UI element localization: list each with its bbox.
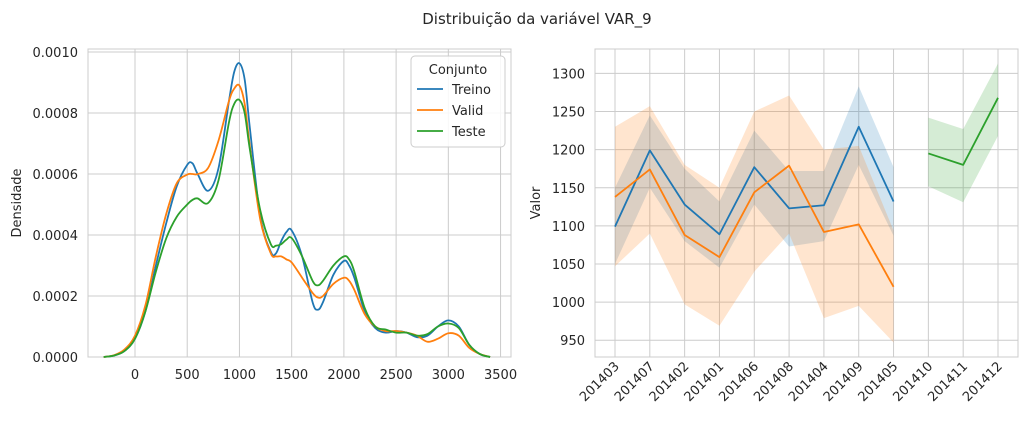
kde-gridlines xyxy=(88,49,511,358)
valor-band-valid xyxy=(615,95,894,343)
valor-y-tick-label: 1000 xyxy=(552,296,585,311)
legend-entry-treino: Treino xyxy=(417,83,491,98)
valor-y-tick-label: 1200 xyxy=(552,144,585,159)
valor-line-treino xyxy=(614,125,895,236)
kde-y-tick-label: 0.0010 xyxy=(33,46,79,61)
valor-y-tick-label: 1100 xyxy=(552,220,585,235)
valor-series-lines xyxy=(614,97,999,288)
kde-y-tick-label: 0.0006 xyxy=(33,168,79,183)
kde-x-tick-label: 2500 xyxy=(380,368,413,383)
valor-band-teste xyxy=(928,63,998,203)
kde-x-tick-label: 0 xyxy=(131,368,139,383)
kde-x-tick-label: 3500 xyxy=(484,368,517,383)
legend-entry-teste: Teste xyxy=(417,125,486,140)
kde-y-tick-labels: 0.0000 0.0002 0.0004 0.0006 0.0008 0.0010 xyxy=(33,46,79,366)
valor-y-tick-label: 950 xyxy=(560,334,585,349)
legend-label-treino: Treino xyxy=(451,83,491,98)
valor-y-tick-label: 1050 xyxy=(552,258,585,273)
kde-x-tick-label: 1500 xyxy=(275,368,308,383)
kde-chart: 0 500 1000 1500 2000 2500 3000 3500 0.00000.000… xyxy=(10,46,517,383)
valor-y-tick-labels: 950 1000 1050 1100 1150 1200 1250 1300 xyxy=(552,67,585,349)
kde-line-treino xyxy=(103,62,491,358)
valor-gridlines xyxy=(595,49,1018,357)
kde-line-teste xyxy=(103,98,491,358)
kde-y-tick-label: 0.0008 xyxy=(33,107,79,122)
kde-x-tick-label: 1000 xyxy=(223,368,256,383)
kde-y-tick-label: 0.0002 xyxy=(33,290,79,305)
kde-y-tick-label: 0.0000 xyxy=(33,351,79,366)
kde-y-tick-label: 0.0004 xyxy=(33,229,79,244)
kde-x-tick-label: 500 xyxy=(175,368,200,383)
valor-y-tick-label: 1300 xyxy=(552,67,585,82)
valor-line-teste xyxy=(928,97,999,166)
kde-series-lines xyxy=(103,62,491,358)
valor-band-treino xyxy=(615,86,894,268)
legend-label-teste: Teste xyxy=(451,125,486,140)
kde-x-tick-label: 2000 xyxy=(327,368,360,383)
figure-title: Distribuição da variável VAR_9 xyxy=(422,10,651,29)
valor-x-tick-labels: 2014032014072014022014012014062014082014… xyxy=(577,359,1006,405)
kde-x-tick-labels: 0 500 1000 1500 2000 2500 3000 3500 xyxy=(131,368,517,383)
valor-y-tick-label: 1150 xyxy=(552,182,585,197)
valor-y-axis-label: Valor xyxy=(529,186,544,219)
valor-confidence-bands xyxy=(615,63,998,343)
legend-box xyxy=(410,55,506,148)
legend-label-valid: Valid xyxy=(452,104,483,119)
kde-y-axis-label: Densidade xyxy=(10,168,25,237)
kde-x-tick-label: 3000 xyxy=(432,368,465,383)
valor-chart: 2014032014072014022014012014062014082014… xyxy=(529,48,1019,405)
valor-plot-area xyxy=(594,48,1019,358)
legend-title: Conjunto xyxy=(429,63,487,78)
valor-line-valid xyxy=(614,164,895,288)
valor-y-tick-label: 1250 xyxy=(552,106,585,121)
legend-entry-valid: Valid xyxy=(417,104,483,119)
kde-legend: Conjunto Treino Valid Teste xyxy=(410,55,506,148)
